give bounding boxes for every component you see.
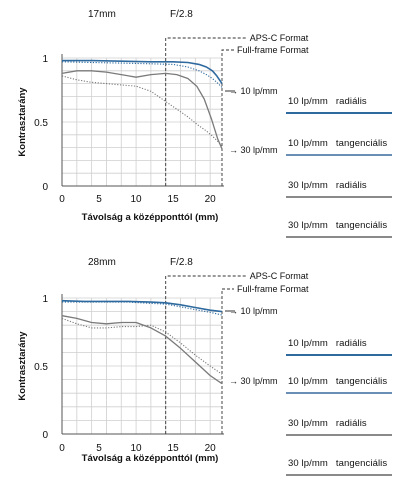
legend-type: radiális	[335, 338, 367, 349]
aps-c-marker-line	[165, 37, 246, 186]
y-tick-label: 1	[42, 54, 48, 65]
legend-freq: 10 lp/mm	[288, 96, 328, 107]
y-tick-label: 1	[42, 294, 48, 305]
y-tick-label: 0.5	[34, 362, 48, 373]
legend-swatch	[286, 236, 392, 238]
y-axis-label: Kontrasztarány	[17, 87, 28, 157]
legend-type: tangenciális	[335, 458, 388, 469]
legend-swatch	[286, 196, 392, 198]
legend-freq: 10 lp/mm	[288, 338, 328, 349]
x-tick-label: 5	[96, 194, 102, 205]
curve-label-10lpmm: → 10 lp/mm	[229, 306, 278, 316]
x-tick-label: 15	[168, 194, 180, 205]
series-line-30-lp-mm-radi-lis	[61, 70, 223, 150]
x-tick-label: 10	[131, 443, 143, 454]
aps-c-label: APS-C Format	[250, 33, 309, 43]
y-tick-label: 0	[42, 430, 48, 441]
focal-length-label: 17mm	[88, 9, 116, 20]
full-frame-marker-line	[221, 288, 234, 434]
series-line-10-lp-mm-radi-lis	[61, 299, 223, 313]
x-axis-label: Távolság a középponttól (mm)	[82, 212, 219, 223]
y-tick-label: 0.5	[34, 118, 48, 129]
legend-freq: 30 lp/mm	[288, 418, 328, 429]
mtf-chart-28mm-svg: 28mm F/2.8 0 5 10 15 20 0 0.5 1 Távolság a középpo…	[17, 257, 309, 464]
series-line-10-lp-mm-radi-lis	[62, 59, 223, 85]
aps-c-marker-line	[165, 275, 246, 434]
x-tick-label: 0	[59, 443, 65, 454]
x-tick-label: 20	[205, 194, 217, 205]
aperture-label: F/2.8	[170, 257, 193, 268]
legend-swatch	[286, 154, 392, 156]
full-frame-label: Full-frame Format	[237, 284, 309, 294]
curve-label-10lpmm: → 10 lp/mm	[229, 86, 278, 96]
series-line-30-lp-mm-radi-lis	[61, 315, 223, 385]
x-tick-label: 15	[168, 443, 180, 454]
legend-freq: 10 lp/mm	[288, 376, 328, 387]
y-tick-label: 0	[42, 182, 48, 193]
legend-swatch	[286, 434, 392, 436]
focal-length-label: 28mm	[88, 257, 116, 268]
x-tick-label: 20	[205, 443, 217, 454]
full-frame-label: Full-frame Format	[237, 45, 309, 55]
legend-type: tangenciális	[335, 376, 388, 387]
series-line-10-lp-mm-tangenci-lis	[62, 301, 223, 316]
curve-label-30lpmm: → 30 lp/mm	[229, 376, 278, 386]
legend-freq: 30 lp/mm	[288, 220, 328, 231]
legend-freq: 30 lp/mm	[288, 180, 328, 191]
full-frame-marker-line	[221, 49, 234, 186]
x-tick-label: 5	[96, 443, 102, 454]
legend-swatch	[286, 354, 392, 356]
series-line-10-lp-mm-tangenci-lis	[61, 61, 223, 88]
legend-type: radiális	[335, 96, 367, 107]
mtf-chart-17mm-svg: 17mm F/2.8 0 5 10 15 20 0 0.5 1 Távolság a középpo…	[17, 9, 309, 223]
x-axis-label: Távolság a középponttól (mm)	[82, 453, 219, 464]
series-line-30-lp-mm-tangenci-lis	[61, 317, 223, 375]
aps-c-label: APS-C Format	[250, 271, 309, 281]
curve-label-30lpmm: → 30 lp/mm	[229, 145, 278, 155]
legend-type: radiális	[335, 418, 367, 429]
aperture-label: F/2.8	[170, 9, 193, 20]
legend-type: tangenciális	[335, 220, 388, 231]
series-line-30-lp-mm-tangenci-lis	[61, 75, 223, 147]
y-axis-label: Kontrasztarány	[17, 331, 28, 401]
legend-type: radiális	[335, 180, 367, 191]
legend-swatch	[286, 474, 392, 476]
legend-freq: 10 lp/mm	[288, 138, 328, 149]
mtf-chart-17mm: 17mm F/2.8 0 5 10 15 20 0 0.5 1 Távolság a középpo…	[0, 0, 415, 245]
legend-type: tangenciális	[335, 138, 388, 149]
legend-freq: 30 lp/mm	[288, 458, 328, 469]
mtf-chart-28mm: 28mm F/2.8 0 5 10 15 20 0 0.5 1 Távolság a középpo…	[0, 248, 415, 493]
x-tick-label: 0	[59, 194, 65, 205]
legend-swatch	[286, 112, 392, 114]
x-tick-label: 10	[131, 194, 143, 205]
legend-swatch	[286, 392, 392, 394]
